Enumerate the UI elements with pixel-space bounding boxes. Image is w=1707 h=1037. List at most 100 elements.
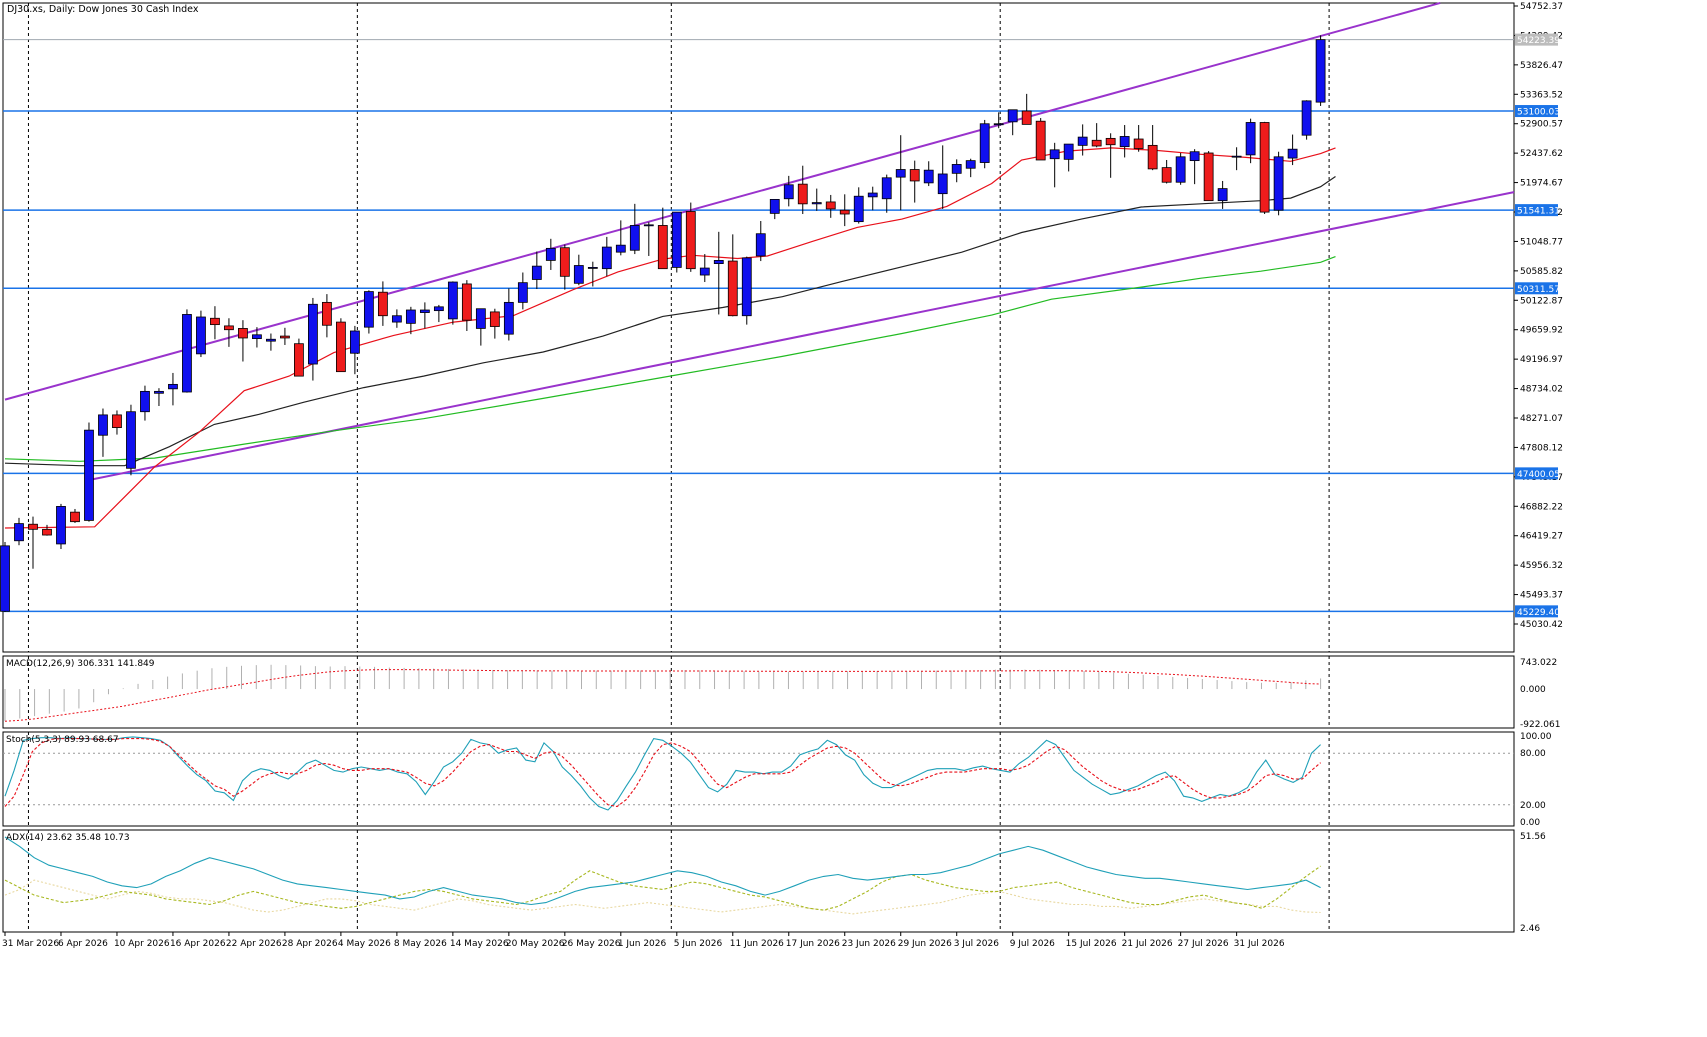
candle-body-bear xyxy=(797,183,808,205)
candle xyxy=(112,410,122,435)
candle-body-bull xyxy=(84,429,94,521)
candle xyxy=(1203,151,1214,202)
candle-body-bull xyxy=(266,338,276,342)
candle-body-bear xyxy=(294,343,304,377)
candle xyxy=(224,318,234,347)
candle xyxy=(937,145,948,209)
candle xyxy=(713,231,724,315)
candle-body-bull xyxy=(601,246,612,270)
stoch-axis-label: 80.00 xyxy=(1520,749,1546,759)
candle xyxy=(98,408,108,457)
candle xyxy=(210,306,220,340)
candle xyxy=(1315,35,1326,106)
date-tick-label: 28 Apr 2026 xyxy=(282,939,338,949)
candle xyxy=(839,194,850,227)
candle xyxy=(965,158,976,178)
candle-body-bull xyxy=(741,257,752,317)
price-tick-label: 51974.67 xyxy=(1520,179,1563,189)
candle xyxy=(405,306,416,335)
price-tick-label: 52900.57 xyxy=(1520,120,1563,130)
candle xyxy=(1231,147,1242,171)
candle-body-bear xyxy=(1105,137,1116,146)
candle xyxy=(643,222,654,256)
candle xyxy=(531,251,542,290)
level-price-label: 50311.57 xyxy=(1517,285,1560,295)
stoch-label: Stoch(5,3,3) 89.93 68.67 xyxy=(6,735,119,745)
candle xyxy=(1091,123,1102,148)
current-price-label-bg xyxy=(1515,33,1558,46)
candle xyxy=(993,112,1004,129)
candle xyxy=(853,187,864,224)
level-price-label-bg xyxy=(1515,105,1558,118)
candle xyxy=(1021,93,1032,125)
candle-body-bear xyxy=(377,291,388,317)
stoch-axis-label: 20.00 xyxy=(1520,801,1546,811)
candle xyxy=(294,338,304,377)
candle xyxy=(1287,134,1298,166)
stoch-axis-label: 0.00 xyxy=(1520,818,1540,828)
candle xyxy=(685,202,696,272)
candle-body-bull xyxy=(769,198,780,214)
candle xyxy=(154,388,164,406)
candle xyxy=(28,516,38,569)
candle-body-bull xyxy=(447,281,458,320)
price-tick-label: 45956.32 xyxy=(1520,561,1563,571)
price-tick-label: 47808.12 xyxy=(1520,443,1563,453)
date-tick-label: 3 Jul 2026 xyxy=(954,939,999,949)
candle-body-bull xyxy=(98,414,108,436)
candle-body-bull xyxy=(503,301,514,335)
candle-body-bear xyxy=(1259,122,1270,213)
candle-body-bear xyxy=(322,301,332,326)
price-tick-label: 45493.37 xyxy=(1520,591,1563,601)
candle-body-bull xyxy=(965,160,976,169)
candle xyxy=(335,318,346,373)
candle xyxy=(0,542,10,612)
candle-body-bull xyxy=(405,309,416,324)
candle-body-bull xyxy=(433,306,444,312)
candle-body-bear xyxy=(839,209,850,215)
candle xyxy=(1119,125,1130,158)
candle-body-bull xyxy=(126,411,136,469)
candle xyxy=(1063,143,1074,172)
candle xyxy=(461,280,472,331)
candle xyxy=(363,290,374,334)
candle-body-bull xyxy=(713,260,724,264)
candle-body-bear xyxy=(909,169,920,182)
candle xyxy=(587,261,598,287)
date-tick-label: 23 Jun 2026 xyxy=(842,939,896,949)
candle xyxy=(769,198,780,220)
date-tick-label: 20 May 2026 xyxy=(506,939,565,949)
date-tick-label: 22 Apr 2026 xyxy=(226,939,282,949)
adx-axis-label: 2.46 xyxy=(1520,924,1540,934)
date-tick-label: 8 May 2026 xyxy=(394,939,447,949)
date-tick-label: 9 Jul 2026 xyxy=(1010,939,1055,949)
macd-axis-label: 743.022 xyxy=(1520,658,1557,668)
candle-body-bull xyxy=(1273,156,1284,211)
candle-body-bull xyxy=(867,192,878,198)
candle-body-bull xyxy=(182,314,192,393)
stochastic-panel xyxy=(2,731,1515,827)
level-price-label-bg xyxy=(1515,282,1558,295)
candle xyxy=(308,297,318,381)
candle-body-bull xyxy=(783,184,794,200)
candle xyxy=(671,211,682,273)
candle xyxy=(517,272,528,310)
candle xyxy=(979,119,990,169)
candle-body-bull xyxy=(14,523,24,542)
candle-body-bear xyxy=(224,325,234,331)
candle xyxy=(1049,142,1060,188)
candle-body-bull xyxy=(168,383,178,390)
candle xyxy=(140,385,150,421)
date-tick-label: 5 Jun 2026 xyxy=(674,939,723,949)
candle-body-bull xyxy=(699,267,710,276)
candle-body-bull xyxy=(475,308,486,329)
macd-axis-label: -922.061 xyxy=(1520,720,1560,730)
candle-body-bear xyxy=(1161,167,1172,183)
adx-main-line xyxy=(4,836,1321,906)
candle xyxy=(825,194,836,218)
candle-body-bull xyxy=(1119,136,1130,148)
candle-body-bull xyxy=(979,123,990,163)
candle-body-bear xyxy=(559,247,570,277)
candle-body-bear xyxy=(685,211,696,270)
